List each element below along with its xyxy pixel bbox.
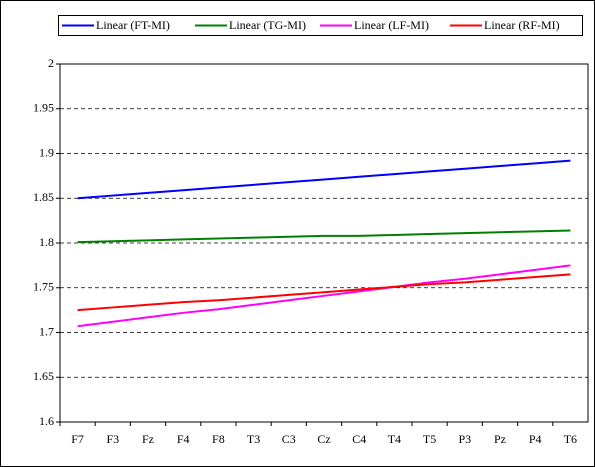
y-tick-label: 1.85: [33, 190, 54, 204]
y-tick-label: 1.6: [39, 414, 54, 428]
y-tick-label: 2: [48, 56, 54, 70]
x-tick-label: T6: [564, 432, 577, 446]
y-tick-label: 1.65: [33, 369, 54, 383]
y-tick-label: 1.75: [33, 280, 54, 294]
x-tick-label: T3: [247, 432, 260, 446]
series-line: [77, 273, 571, 312]
legend-label: Linear (LF-MI): [354, 18, 429, 32]
plot-area: [59, 63, 589, 423]
legend-label: Linear (FT-MI): [96, 18, 170, 32]
x-tick-label: C3: [282, 432, 296, 446]
x-tick-label: P4: [529, 432, 542, 446]
x-tick-label: C4: [352, 432, 366, 446]
y-tick-label: 1.8: [39, 235, 54, 249]
legend-label: Linear (RF-MI): [484, 18, 560, 32]
y-tick-label: 1.7: [39, 324, 54, 338]
x-tick-label: F8: [212, 432, 225, 446]
x-tick-label: Cz: [317, 432, 330, 446]
x-tick-label: P3: [458, 432, 471, 446]
series-line: [77, 264, 571, 328]
x-tick-label: Fz: [142, 432, 154, 446]
x-tick-label: T5: [423, 432, 436, 446]
legend-label: Linear (TG-MI): [229, 18, 306, 32]
x-tick-label: Pz: [494, 432, 506, 446]
x-tick-label: T4: [388, 432, 401, 446]
series-line: [77, 229, 571, 244]
series-line: [77, 159, 571, 200]
y-tick-label: 1.9: [39, 145, 54, 159]
x-tick-label: F4: [177, 432, 190, 446]
x-tick-label: F3: [106, 432, 119, 446]
x-tick-label: F7: [71, 432, 84, 446]
y-tick-label: 1.95: [33, 101, 54, 115]
